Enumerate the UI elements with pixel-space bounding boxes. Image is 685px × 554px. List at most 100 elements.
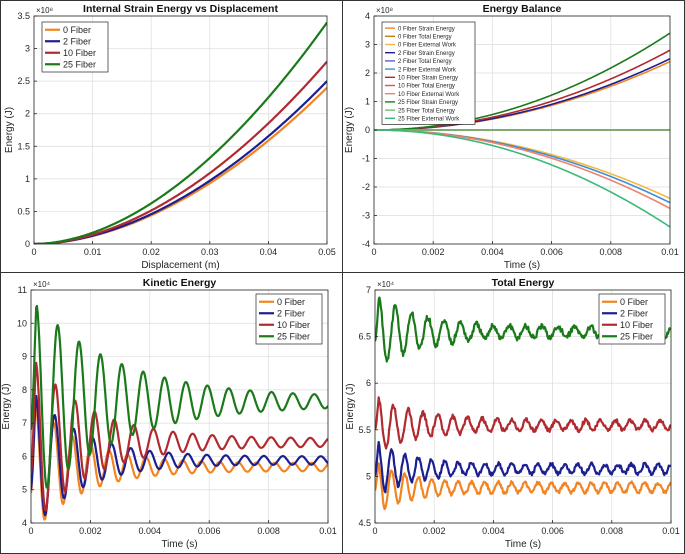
tick-label-x: 0 [28,526,33,536]
chart-title: Internal Strain Energy vs Displacement [83,3,278,15]
legend: 0 Fiber Strain Energy 0 Fiber Total Energ… [381,21,476,125]
tick-label-x: 0.006 [541,526,564,536]
tick-label-x: 0.02 [142,247,160,257]
axis-exponent: ×10⁴ [377,280,395,289]
legend-label: 25 Fiber [63,59,96,69]
tick-label-x: 0 [31,247,36,257]
chart-4: 0 0.002 0.004 0.006 0.008 0.01 4.5 5 5.5 6 6.5 7 ×10… [345,277,680,550]
tick-label-x: 0 [371,247,376,257]
legend-label: 25 Fiber Strain Energy [398,100,458,106]
y-axis-label: Energy (J) [4,107,15,153]
legend-label: 10 Fiber Strain Energy [398,75,458,81]
legend-label: 2 Fiber [620,308,648,318]
series-line [34,60,327,244]
tick-label-y: 11 [18,285,27,295]
legend-label: 2 Fiber Strain Energy [398,51,455,57]
tick-label-y: 4 [22,518,27,528]
chart-title: Kinetic Energy [143,277,217,289]
series-group [374,32,670,228]
tick-label-x: 0.006 [198,526,221,536]
x-axis-label: Time (s) [505,539,541,550]
tick-label-y: 6 [22,451,27,461]
x-axis-label: Time (s) [161,539,197,550]
tick-label-y: 5 [366,471,371,481]
legend-label: 0 Fiber [277,297,305,307]
legend-label: 2 Fiber [63,36,91,46]
tick-label-y: -4 [362,239,370,249]
tick-label-y: 7 [22,418,27,428]
legend-box [381,21,476,125]
tick-label-x: 0.008 [257,526,280,536]
x-axis-label: Time (s) [504,260,540,271]
tick-label-x: 0.01 [662,526,680,536]
tick-label-y: 0.5 [17,206,30,216]
tick-label-y: 4 [365,11,370,21]
series-line [374,129,670,228]
chart-3: 0 0.002 0.004 0.006 0.008 0.01 4 5 6 7 8 9 10 11 ×10⁴ K… [1,277,337,550]
series-group [34,21,327,244]
chart-2: 0 0.002 0.004 0.006 0.008 0.01 -4 -3 -2 -1 0 1 2 3 4 ×1… [344,3,679,271]
chart-1: 0 0.01 0.02 0.03 0.04 0.05 0 0.5 1 1.5 2 2.5 3 3.5 ×10… [4,3,336,271]
tick-label-y: 0 [25,239,30,249]
tick-label-x: 0.05 [318,247,336,257]
tick-label-y: 1 [25,174,30,184]
tick-label-x: 0.008 [601,526,624,536]
legend-label: 10 Fiber Total Energy [398,84,455,90]
tick-label-y: 5.5 [358,425,371,435]
legend-label: 10 Fiber [620,320,653,330]
series-line [31,361,328,512]
tick-label-y: 9 [22,352,27,362]
legend-label: 25 Fiber Total Energy [398,108,455,114]
legend-label: 0 Fiber [620,297,648,307]
series-line [375,462,671,511]
legend-label: 25 Fiber [620,331,653,341]
axis-exponent: ×10⁴ [33,280,51,289]
series-line [31,405,328,521]
tick-label-x: 0.002 [423,526,446,536]
tick-label-y: 0 [365,125,370,135]
y-axis-label: Energy (J) [344,107,355,153]
tick-label-y: 3.5 [17,11,30,21]
tick-label-y: 3 [25,44,30,54]
tick-label-y: -2 [362,182,370,192]
legend-label: 0 Fiber External Work [398,43,457,49]
tick-label-x: 0.04 [260,247,278,257]
tick-label-x: 0.004 [481,247,504,257]
legend-label: 10 Fiber [63,48,96,58]
tick-label-x: 0.004 [139,526,162,536]
legend-label: 2 Fiber External Work [398,67,457,73]
tick-label-y: 5 [22,485,27,495]
tick-label-y: -3 [362,211,370,221]
tick-label-y: 2 [25,109,30,119]
legend-label: 25 Fiber [277,331,310,341]
tick-label-y: 10 [17,318,27,328]
tick-label-y: 6 [366,378,371,388]
y-axis-label: Energy (J) [345,383,356,429]
series-line [374,32,670,131]
legend-label: 10 Fiber External Work [398,92,460,98]
axis-exponent: ×10⁸ [36,6,53,15]
chart-title: Total Energy [492,277,555,289]
tick-label-y: 4.5 [358,518,371,528]
chart-title: Energy Balance [483,3,562,15]
tick-label-y: 7 [366,285,371,295]
tick-label-y: 3 [365,40,370,50]
tick-label-x: 0.002 [422,247,445,257]
series-line [375,396,671,450]
tick-label-x: 0.01 [319,526,337,536]
tick-label-y: 1 [365,97,370,107]
tick-label-x: 0 [372,526,377,536]
series-line [375,440,671,494]
axes-frame [33,15,328,245]
tick-label-y: 2 [365,68,370,78]
legend-label: 0 Fiber Strain Energy [398,26,455,32]
tick-label-y: 1.5 [17,141,30,151]
legend-label: 10 Fiber [277,320,310,330]
tick-label-x: 0.03 [201,247,219,257]
x-axis-label: Displacement (m) [141,260,219,271]
y-axis-label: Energy (J) [1,383,12,429]
tick-label-x: 0.008 [600,247,623,257]
